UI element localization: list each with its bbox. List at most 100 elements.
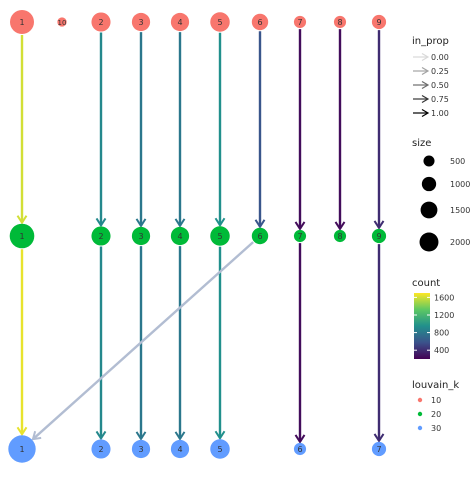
- node-circle: [131, 12, 151, 32]
- legend-arrow-head: [421, 80, 430, 90]
- legend-louvain-k-label: 10: [431, 396, 441, 405]
- edge-13: [214, 246, 226, 441]
- node-label: 3: [138, 18, 143, 27]
- edge-16: [373, 244, 385, 443]
- legend-in-prop-label: 0.00: [431, 53, 449, 62]
- node-label: 6: [257, 18, 262, 27]
- node-circle: [210, 439, 230, 459]
- legend-count-title: count: [412, 278, 440, 289]
- node-k20-c6: 6: [251, 227, 269, 245]
- node-label: 4: [177, 18, 182, 27]
- node-label: 7: [376, 445, 381, 454]
- legend-in-prop-label: 0.50: [431, 81, 449, 90]
- colorbar-tick-label: 1200: [434, 311, 454, 320]
- node-k10-c3: 3: [131, 12, 151, 32]
- edge-arrowhead: [135, 431, 147, 441]
- node-circle: [131, 226, 151, 246]
- legend-size-label: 2000: [450, 238, 470, 247]
- edge-arrowhead: [95, 430, 107, 441]
- legend-size-entry: 500: [423, 155, 465, 167]
- node-label: 1: [19, 445, 24, 454]
- colorbar-tick-label: 400: [434, 346, 449, 355]
- edge-arrowhead: [214, 430, 226, 441]
- node-label: 8: [337, 18, 342, 27]
- node-k20-c5: 5: [210, 226, 230, 246]
- node-circle: [8, 435, 36, 463]
- edge-5: [254, 31, 266, 229]
- edge-arrowhead: [294, 434, 306, 444]
- legend-in-prop: in_prop 0.00 0.25 0.50 0.75 1.00: [412, 36, 449, 118]
- edge-10: [95, 246, 107, 441]
- node-k10-c7: 7: [293, 15, 307, 29]
- legend-in-prop-label: 1.00: [431, 109, 449, 118]
- node-circle: [131, 439, 151, 459]
- legend-count: count 1600 1200 800 400: [412, 278, 454, 359]
- node-k10-c8: 8: [333, 15, 347, 29]
- node-k10-c4: 4: [170, 12, 190, 32]
- legend-size-circle: [421, 176, 437, 192]
- node-k30-c7: 7: [371, 441, 387, 457]
- legend-arrow-head: [421, 52, 430, 62]
- node-k20-c1: 1: [9, 223, 35, 249]
- legend-size-entry: 2000: [419, 232, 470, 252]
- node-label: 1: [19, 232, 24, 241]
- node-k10-c1: 1: [10, 10, 34, 34]
- edge-3: [174, 32, 186, 228]
- node-k30-c4: 4: [170, 439, 190, 459]
- edge-arrowhead: [174, 431, 186, 441]
- node-circle: [9, 223, 35, 249]
- legend-louvain-k: louvain_k 10 20 30: [412, 380, 459, 433]
- node-k20-c8: 8: [333, 229, 347, 243]
- legend-size: size 500 1000 1500 2000: [412, 138, 470, 252]
- node-k20-c9: 9: [371, 228, 387, 244]
- colorbar-tick-label: 1600: [434, 293, 454, 302]
- node-circle: [91, 439, 111, 459]
- node-label: 9: [376, 18, 381, 27]
- legend-louvain-k-dot: [417, 411, 423, 417]
- node-k20-c7: 7: [293, 229, 307, 243]
- node-circle: [293, 229, 307, 243]
- node-label: 8: [337, 232, 342, 241]
- edge-12: [174, 246, 186, 441]
- node-label: 4: [177, 232, 182, 241]
- edge-9: [16, 249, 28, 437]
- edge-arrowhead: [334, 221, 346, 231]
- edge-arrowhead: [373, 220, 385, 230]
- edge-arrowhead: [95, 217, 107, 228]
- edge-1: [95, 32, 107, 228]
- legend-louvain-k-dot: [417, 425, 423, 431]
- legend-size-label: 1000: [450, 180, 470, 189]
- node-k10-c2: 2: [91, 12, 111, 32]
- edges-layer: [16, 29, 385, 444]
- node-k30-c6: 6: [293, 442, 307, 456]
- node-circle: [210, 12, 230, 32]
- edge-6: [294, 29, 306, 231]
- node-label: 6: [297, 445, 302, 454]
- legend-in-prop-entry: 0.25: [413, 66, 449, 76]
- legend-arrow-head: [421, 66, 430, 76]
- node-circle: [293, 442, 307, 456]
- node-circle: [170, 439, 190, 459]
- node-circle: [10, 10, 34, 34]
- node-circle: [210, 226, 230, 246]
- edge-arrowhead: [135, 218, 147, 228]
- node-circle: [91, 12, 111, 32]
- node-circle: [371, 228, 387, 244]
- edge-arrowhead: [254, 219, 266, 229]
- nodes-layer: 1 10 2 3 4 5 6 7 8 9 1 2 3 4 5 6 7 8 9 1 2 3 4 5 6 7: [8, 10, 387, 463]
- node-k30-c2: 2: [91, 439, 111, 459]
- node-label: 6: [257, 232, 262, 241]
- edge-14: [31, 241, 254, 441]
- edge-line: [32, 241, 254, 441]
- count-colorbar: [414, 293, 430, 359]
- edge-arrowhead: [16, 215, 28, 225]
- node-label: 10: [58, 19, 67, 27]
- legend-in-prop-label: 0.75: [431, 95, 449, 104]
- node-circle: [293, 15, 307, 29]
- legend-size-circle: [423, 155, 435, 167]
- legend-louvain-k-label: 20: [431, 410, 441, 419]
- edge-arrowhead: [373, 433, 385, 443]
- edge-2: [135, 32, 147, 228]
- node-label: 9: [376, 232, 381, 241]
